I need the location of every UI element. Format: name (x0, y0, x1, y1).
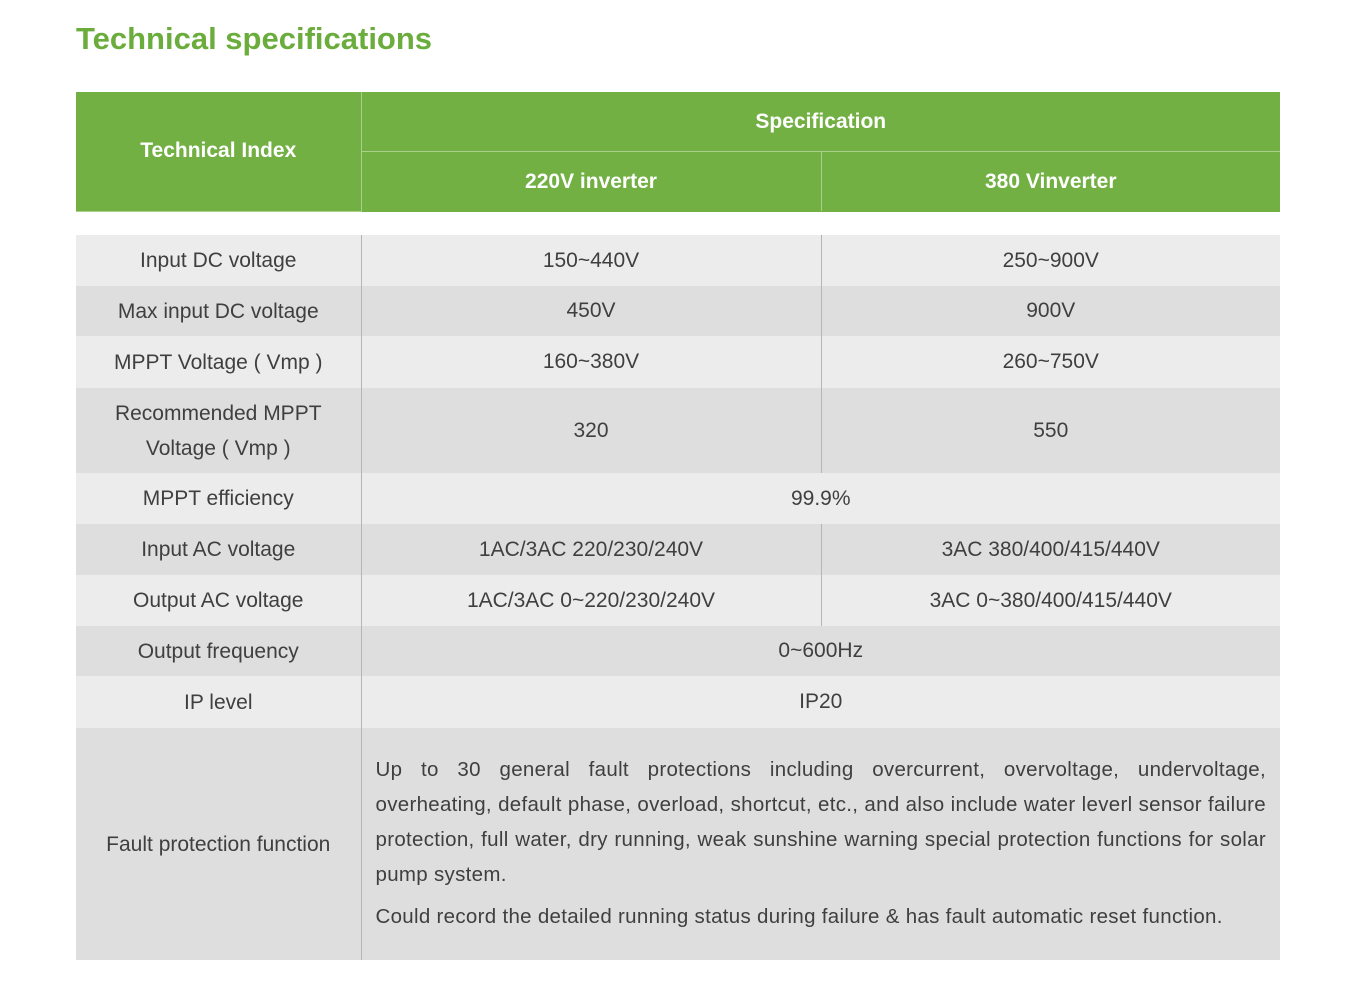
table-row: Input DC voltage 150~440V 250~900V (76, 235, 1280, 286)
row-value: 1AC/3AC 220/230/240V (360, 524, 822, 575)
spec-table-header: Technical Index Specification 220V inver… (76, 92, 1281, 212)
row-value: 250~900V (820, 235, 1280, 286)
row-label: Recommended MPPT Voltage ( Vmp ) (76, 388, 362, 473)
row-value: 1AC/3AC 0~220/230/240V (360, 575, 822, 626)
paragraph: Up to 30 general fault protections inclu… (375, 758, 1266, 886)
row-value: 150~440V (360, 235, 822, 286)
row-value: 3AC 380/400/415/440V (820, 524, 1280, 575)
row-label: IP level (76, 676, 362, 728)
row-label: MPPT efficiency (76, 473, 362, 524)
row-label: Output AC voltage (76, 575, 362, 626)
header-cell: Technical Index (76, 92, 362, 212)
fault-description: Up to 30 general fault protections inclu… (360, 728, 1280, 960)
row-value: 320 (360, 388, 822, 473)
table-row: IP level IP20 (76, 676, 1280, 728)
row-value: 3AC 0~380/400/415/440V (820, 575, 1280, 626)
paragraph: Could record the detailed running status… (375, 905, 1223, 928)
row-value: 550 (820, 388, 1280, 473)
header-cell: 220V inverter (361, 151, 822, 211)
table-row: Max input DC voltage 450V 900V (76, 286, 1280, 336)
row-value: 99.9% (360, 473, 1280, 524)
header-cell: Specification (360, 92, 1281, 152)
row-label: Output frequency (76, 626, 362, 676)
spec-table-body: Input DC voltage 150~440V 250~900V Max inpu… (76, 235, 1280, 960)
row-label: Fault protection function (76, 728, 362, 960)
row-value: IP20 (360, 676, 1280, 728)
row-value: 900V (820, 286, 1280, 336)
row-value: 450V (360, 286, 822, 336)
table-row: MPPT Voltage ( Vmp ) 160~380V 260~750V (76, 336, 1280, 388)
row-label: MPPT Voltage ( Vmp ) (76, 336, 362, 388)
row-label: Input AC voltage (76, 524, 362, 575)
header-cell: 380 Vinverter (820, 151, 1281, 211)
row-label: Max input DC voltage (76, 286, 362, 336)
table-row: Input AC voltage 1AC/3AC 220/230/240V 3AC … (76, 524, 1280, 575)
table-row: Recommended MPPT Voltage ( Vmp ) 320 550 (76, 388, 1280, 473)
table-row: MPPT efficiency 99.9% (76, 473, 1280, 524)
page-title: Technical specifications (76, 21, 433, 56)
row-label: Input DC voltage (76, 235, 362, 286)
row-value: 260~750V (820, 336, 1280, 388)
row-value: 160~380V (360, 336, 822, 388)
row-value: 0~600Hz (360, 626, 1280, 676)
table-row: Output frequency 0~600Hz (76, 626, 1280, 676)
table-row: Fault protection function Up to 30 genera… (76, 728, 1280, 960)
table-row: Output AC voltage 1AC/3AC 0~220/230/240V 3… (76, 575, 1280, 626)
